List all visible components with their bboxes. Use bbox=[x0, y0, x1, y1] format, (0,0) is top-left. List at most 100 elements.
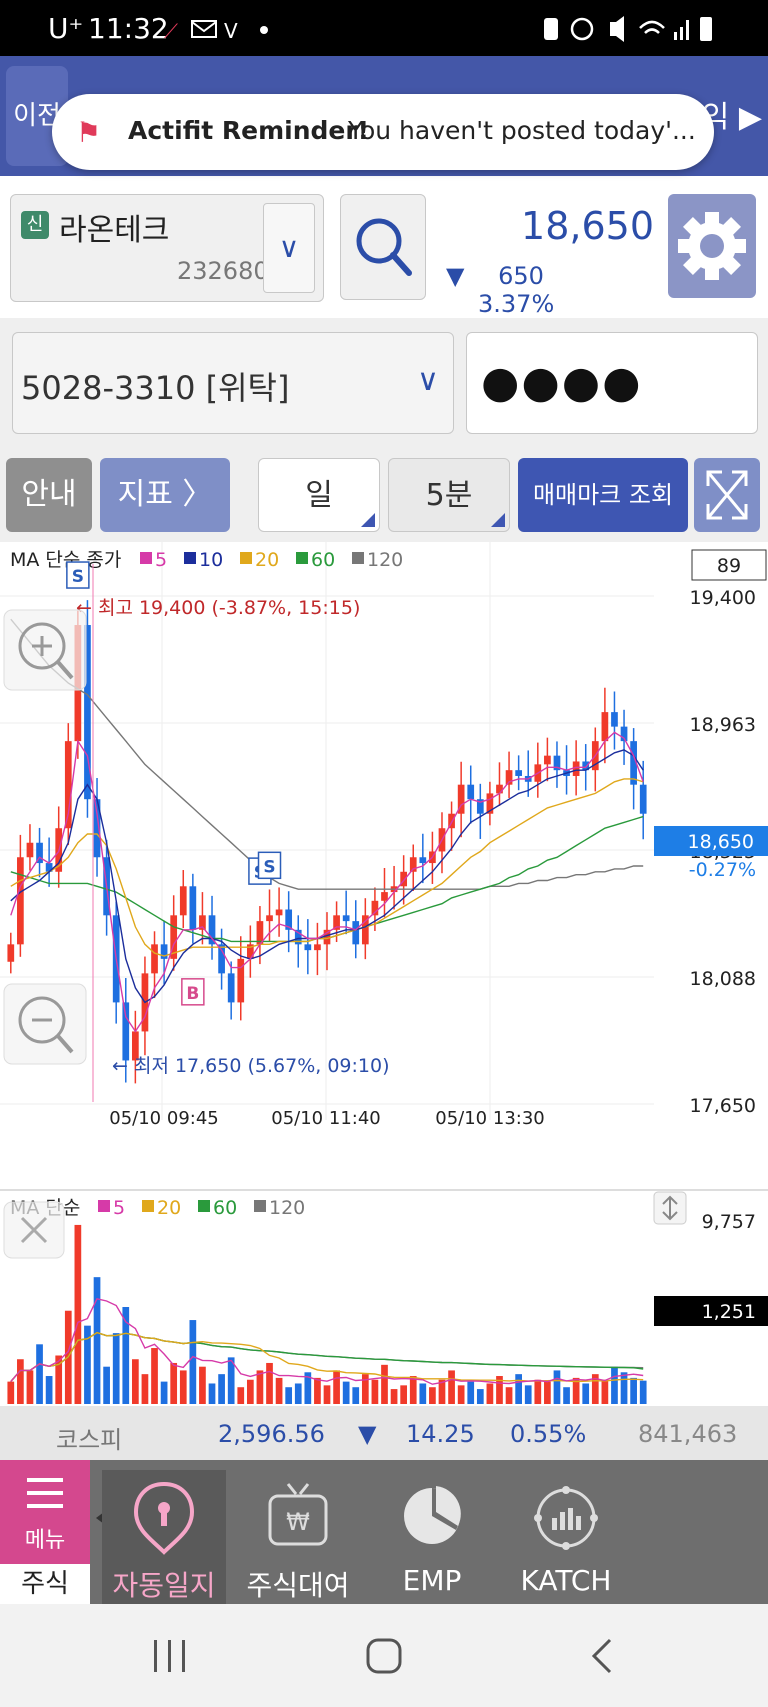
indicator-button[interactable]: 지표 〉 bbox=[100, 458, 230, 532]
close-pane-button[interactable] bbox=[3, 1201, 65, 1259]
password-field[interactable]: ●●●● bbox=[466, 332, 758, 434]
trade-marker[interactable] bbox=[181, 978, 205, 1006]
volume-bar bbox=[275, 1377, 283, 1404]
dropdown-corner-icon bbox=[361, 513, 375, 527]
volume-legend: 5 20 60 120 bbox=[98, 1197, 305, 1219]
volume-bar bbox=[553, 1370, 561, 1404]
fullscreen-button[interactable] bbox=[694, 458, 760, 532]
volume-bar bbox=[323, 1385, 331, 1404]
volume-bar bbox=[342, 1381, 350, 1404]
y-tick-label: 19,400 bbox=[690, 587, 756, 609]
volume-bar bbox=[208, 1383, 216, 1404]
candle bbox=[505, 770, 513, 785]
stock-selector[interactable]: 신 라온테크 232680 ∨ bbox=[10, 194, 324, 302]
count-box[interactable] bbox=[691, 549, 767, 581]
volume-bar bbox=[36, 1344, 43, 1404]
volume-bar bbox=[112, 1333, 120, 1404]
volume-bar bbox=[591, 1374, 599, 1404]
volume-bar bbox=[141, 1374, 149, 1404]
candle bbox=[266, 915, 273, 922]
volume-bar bbox=[534, 1379, 542, 1404]
volume-bar bbox=[457, 1385, 465, 1404]
volume-bar bbox=[151, 1348, 158, 1404]
trade-marker[interactable] bbox=[66, 561, 90, 589]
notification-toast[interactable]: ⚑ Actifit Reminder! You haven't posted t… bbox=[52, 94, 714, 170]
trade-mark-button[interactable]: 매매마크 조회 bbox=[518, 458, 688, 532]
volume-bar bbox=[189, 1320, 197, 1404]
market-index: 2,596.56 bbox=[218, 1420, 325, 1448]
menu-button[interactable]: 메뉴 bbox=[0, 1460, 90, 1564]
candle bbox=[409, 857, 417, 872]
volume-bar bbox=[496, 1376, 503, 1404]
settings-button[interactable] bbox=[668, 194, 756, 298]
trade-markers: SSSB bbox=[66, 561, 282, 1006]
candle bbox=[237, 958, 245, 1003]
nav-item-katch[interactable]: KATCH bbox=[504, 1470, 628, 1604]
candle bbox=[17, 857, 24, 945]
volume-bar bbox=[74, 1224, 82, 1404]
candle bbox=[486, 793, 494, 814]
change-percent: 3.37% bbox=[478, 290, 555, 318]
candle bbox=[132, 1031, 139, 1061]
nav-item-emp[interactable]: EMP bbox=[370, 1470, 494, 1604]
candle bbox=[333, 915, 340, 930]
search-button[interactable] bbox=[340, 194, 426, 300]
x-tick-label: 05/10 09:45 bbox=[109, 1108, 218, 1129]
volume-max-tick: 9,757 bbox=[702, 1211, 756, 1233]
info-button[interactable]: 안내 bbox=[6, 458, 92, 532]
candle bbox=[122, 1002, 130, 1061]
resize-pane-button[interactable] bbox=[653, 1191, 687, 1225]
nav-item-stock-lending[interactable]: ₩ 주식대여 bbox=[236, 1470, 360, 1604]
volume-bar bbox=[84, 1325, 91, 1404]
nav-item-auto-journal[interactable]: 자동일지 bbox=[102, 1470, 226, 1604]
actifit-icon: ⚑ bbox=[76, 116, 102, 149]
candle bbox=[151, 944, 158, 974]
candle bbox=[582, 761, 590, 771]
period-select[interactable]: 일 bbox=[258, 458, 380, 532]
candle bbox=[160, 944, 168, 959]
market-index-bar[interactable]: 코스피 2,596.56 ▼ 14.25 0.55% 841,463 bbox=[0, 1406, 768, 1460]
volume-current-tag bbox=[654, 1296, 768, 1326]
candle bbox=[64, 741, 72, 829]
candle bbox=[256, 921, 264, 945]
volume-bar bbox=[409, 1376, 417, 1404]
volume-bar bbox=[294, 1383, 302, 1404]
candle bbox=[476, 799, 484, 814]
x-tick-label: 05/10 11:40 bbox=[271, 1108, 380, 1129]
chevron-down-icon[interactable]: ∨ bbox=[263, 203, 315, 293]
low-annotation: ← 최저 17,650 (5.67%, 09:10) bbox=[112, 1055, 390, 1077]
legend-label: 120 bbox=[269, 1197, 305, 1219]
credit-badge: 신 bbox=[21, 211, 49, 239]
candle bbox=[7, 944, 15, 962]
volume-ma-line bbox=[10, 1297, 644, 1385]
volume-bars bbox=[7, 1224, 647, 1404]
nav-label: 주식대여 bbox=[246, 1569, 350, 1602]
home-icon[interactable] bbox=[364, 1636, 404, 1676]
zoom-out-button[interactable] bbox=[3, 983, 87, 1065]
trade-marker[interactable] bbox=[257, 851, 282, 880]
volume-bar bbox=[17, 1359, 24, 1404]
recent-apps-icon[interactable] bbox=[150, 1636, 190, 1676]
market-volume: 841,463 bbox=[638, 1420, 738, 1448]
account-selector[interactable]: 5028-3310 [위탁] ∨ bbox=[12, 332, 454, 434]
candle bbox=[467, 784, 475, 800]
candle bbox=[553, 755, 561, 771]
candle bbox=[36, 842, 43, 864]
zoom-in-button[interactable] bbox=[3, 609, 87, 691]
ma-line-ma20 bbox=[10, 778, 644, 957]
current-price: 18,650 bbox=[521, 204, 654, 248]
back-icon[interactable] bbox=[584, 1636, 624, 1676]
candle bbox=[246, 944, 254, 959]
interval-select[interactable]: 5분 bbox=[388, 458, 510, 532]
bottom-nav: 메뉴 주식 자동일지 ₩ 주식대여 EMP KATCH bbox=[0, 1460, 768, 1604]
candle bbox=[342, 915, 350, 922]
section-stock[interactable]: 주식 bbox=[0, 1564, 90, 1604]
candle bbox=[26, 842, 34, 858]
chevron-down-icon[interactable]: ∨ bbox=[417, 363, 439, 398]
svg-text:⟋: ⟋ bbox=[164, 19, 178, 42]
legend-label: 20 bbox=[157, 1197, 181, 1219]
candle bbox=[448, 813, 455, 829]
legend-label: 60 bbox=[311, 549, 335, 571]
chart-grid bbox=[0, 542, 654, 1120]
